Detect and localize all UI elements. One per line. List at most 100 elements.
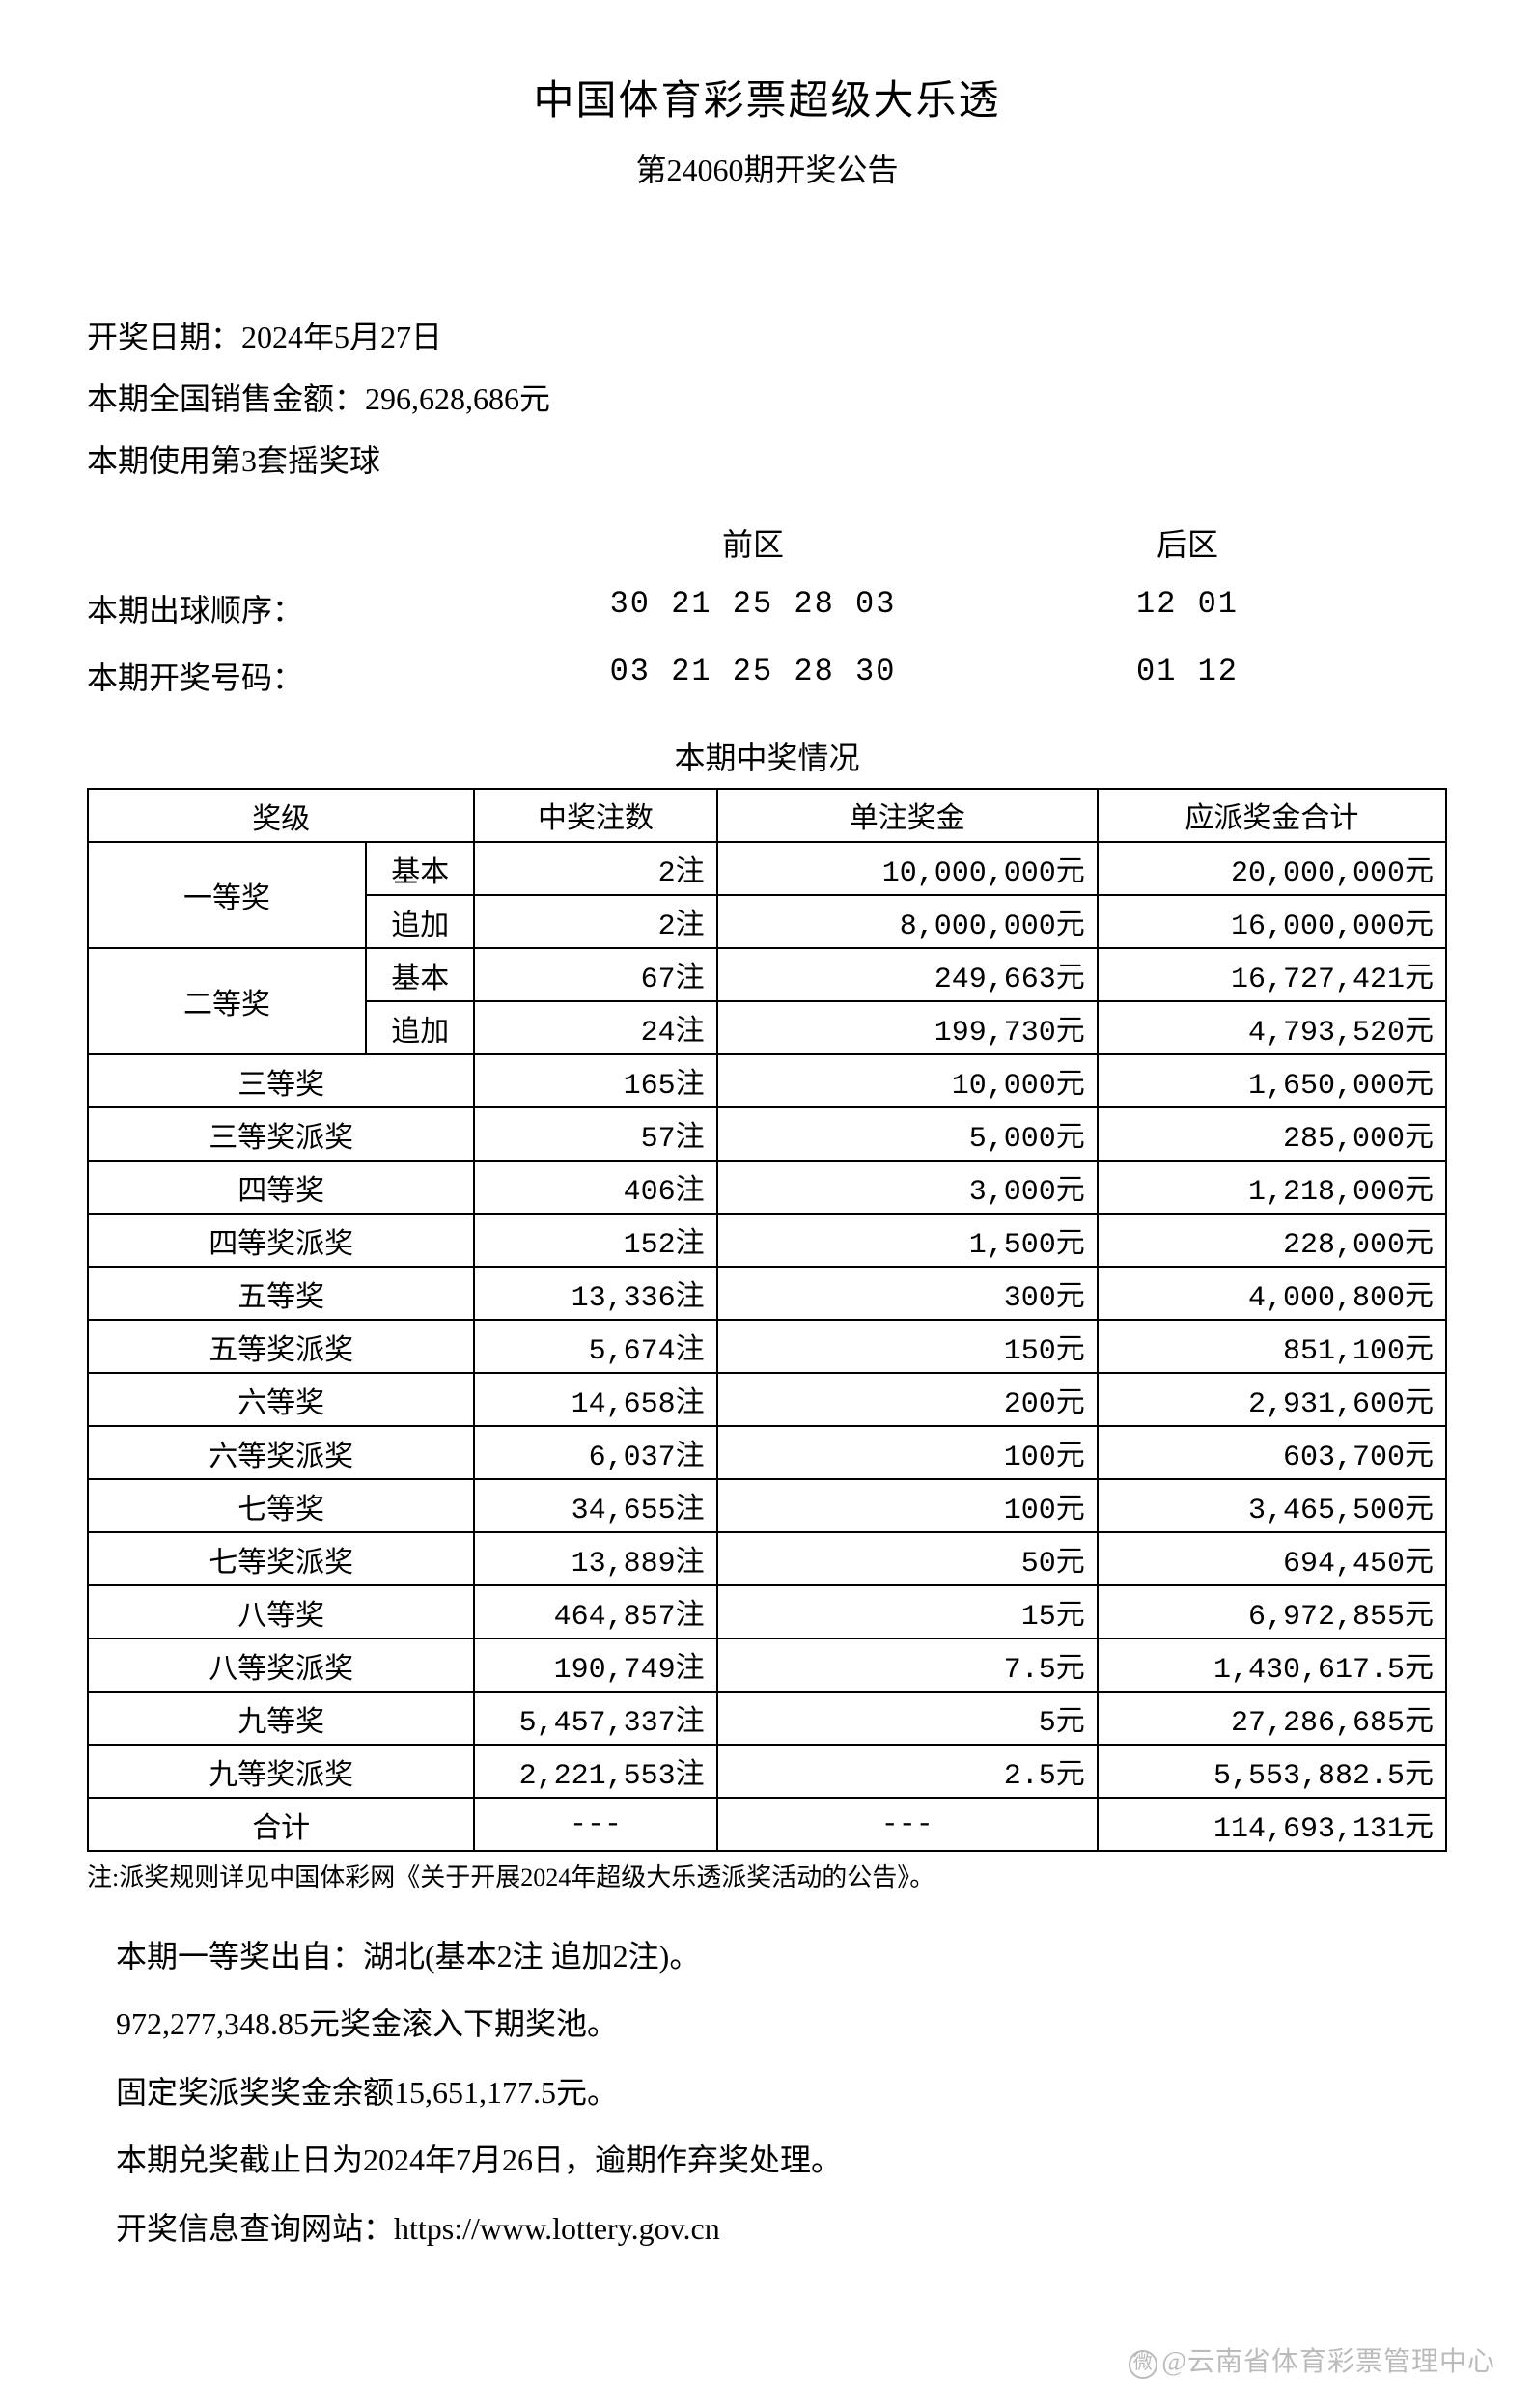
total-cell: 285,000元 — [1098, 1107, 1446, 1161]
level-cell: 七等奖 — [88, 1479, 474, 1532]
table-row: 九等奖5,457,337注5元27,286,685元 — [88, 1692, 1446, 1745]
prize-table: 奖级 中奖注数 单注奖金 应派奖金合计 一等奖 基本 2注 10,000,000… — [87, 788, 1447, 1852]
info-block: 开奖日期：2024年5月27日 本期全国销售金额：296,628,686元 本期… — [87, 306, 1447, 491]
count-cell: 6,037注 — [474, 1426, 716, 1479]
table-row: 四等奖406注3,000元1,218,000元 — [88, 1161, 1446, 1214]
prize-section-title: 本期中奖情况 — [87, 734, 1447, 778]
unit-cell: 3,000元 — [717, 1161, 1098, 1214]
count-cell: 464,857注 — [474, 1585, 716, 1638]
unit-cell: 5元 — [717, 1692, 1098, 1745]
count-cell: 14,658注 — [474, 1373, 716, 1426]
total-cell: 228,000元 — [1098, 1214, 1446, 1267]
footer-line-5: 开奖信息查询网站：https://www.lottery.gov.cn — [116, 2195, 1447, 2262]
level-cell: 三等奖 — [88, 1054, 474, 1107]
unit-cell: 199,730元 — [717, 1001, 1098, 1054]
unit-cell: 15元 — [717, 1585, 1098, 1638]
count-cell: 165注 — [474, 1054, 716, 1107]
count-cell: 67注 — [474, 948, 716, 1001]
level-cell: 三等奖派奖 — [88, 1107, 474, 1161]
numbers-header: 前区 后区 — [87, 511, 1447, 574]
footer-line-3: 固定奖派奖奖金余额15,651,177.5元。 — [116, 2058, 1447, 2126]
total-unit-cell: --- — [717, 1798, 1098, 1851]
count-cell: 406注 — [474, 1161, 716, 1214]
unit-cell: 150元 — [717, 1320, 1098, 1373]
draw-date-value: 2024年5月27日 — [241, 320, 442, 354]
count-cell: 2,221,553注 — [474, 1745, 716, 1798]
footer-line-4: 本期兑奖截止日为2024年7月26日，逾期作弃奖处理。 — [116, 2126, 1447, 2194]
count-cell: 2注 — [474, 842, 716, 895]
table-row: 六等奖派奖6,037注100元603,700元 — [88, 1426, 1446, 1479]
total-cell: 4,793,520元 — [1098, 1001, 1446, 1054]
winning-label: 本期开奖号码： — [87, 654, 502, 698]
back-zone-label: 后区 — [1004, 520, 1371, 565]
table-body: 一等奖 基本 2注 10,000,000元 20,000,000元 追加 2注 … — [88, 842, 1446, 1851]
total-cell: 16,000,000元 — [1098, 895, 1446, 948]
table-row: 七等奖34,655注100元3,465,500元 — [88, 1479, 1446, 1532]
level-cell: 一等奖 — [88, 842, 366, 948]
note-text: 注:派奖规则详见中国体彩网《关于开展2024年超级大乐透派奖活动的公告》。 — [87, 1858, 1447, 1893]
total-cell: 4,000,800元 — [1098, 1267, 1446, 1320]
table-row: 二等奖 基本 67注 249,663元 16,727,421元 — [88, 948, 1446, 1001]
table-row: 八等奖派奖190,749注7.5元1,430,617.5元 — [88, 1638, 1446, 1692]
unit-cell: 2.5元 — [717, 1745, 1098, 1798]
draw-order-label: 本期出球顺序： — [87, 586, 502, 630]
numbers-section: 前区 后区 本期出球顺序： 30 21 25 28 03 12 01 本期开奖号… — [87, 511, 1447, 710]
unit-cell: 100元 — [717, 1426, 1098, 1479]
count-cell: 24注 — [474, 1001, 716, 1054]
total-cell: 1,218,000元 — [1098, 1161, 1446, 1214]
count-cell: 34,655注 — [474, 1479, 716, 1532]
unit-cell: 200元 — [717, 1373, 1098, 1426]
winning-back: 01 12 — [1004, 654, 1371, 698]
page-container: 中国体育彩票超级大乐透 第24060期开奖公告 开奖日期：2024年5月27日 … — [0, 0, 1534, 2408]
table-total-row: 合计 --- --- 114,693,131元 — [88, 1798, 1446, 1851]
level-cell: 九等奖 — [88, 1692, 474, 1745]
level-cell: 八等奖 — [88, 1585, 474, 1638]
unit-cell: 5,000元 — [717, 1107, 1098, 1161]
sub-cell: 追加 — [366, 895, 474, 948]
total-cell: 851,100元 — [1098, 1320, 1446, 1373]
table-row: 一等奖 基本 2注 10,000,000元 20,000,000元 — [88, 842, 1446, 895]
issue-subtitle: 第24060期开奖公告 — [87, 146, 1447, 190]
total-cell: 20,000,000元 — [1098, 842, 1446, 895]
unit-cell: 100元 — [717, 1479, 1098, 1532]
table-row: 五等奖13,336注300元4,000,800元 — [88, 1267, 1446, 1320]
table-row: 七等奖派奖13,889注50元694,450元 — [88, 1532, 1446, 1585]
level-cell: 四等奖派奖 — [88, 1214, 474, 1267]
total-cell: 27,286,685元 — [1098, 1692, 1446, 1745]
watermark: 微@云南省体育彩票管理中心 — [1129, 2340, 1495, 2379]
table-row: 三等奖165注10,000元1,650,000元 — [88, 1054, 1446, 1107]
total-cell: 2,931,600元 — [1098, 1373, 1446, 1426]
count-cell: 2注 — [474, 895, 716, 948]
total-cell: 5,553,882.5元 — [1098, 1745, 1446, 1798]
col-total-header: 应派奖金合计 — [1098, 789, 1446, 842]
spacer — [87, 520, 502, 565]
footer-block: 本期一等奖出自：湖北(基本2注 追加2注)。 972,277,348.85元奖金… — [87, 1922, 1447, 2262]
draw-order-back: 12 01 — [1004, 586, 1371, 630]
count-cell: 13,889注 — [474, 1532, 716, 1585]
count-cell: 5,457,337注 — [474, 1692, 716, 1745]
total-cell: 16,727,421元 — [1098, 948, 1446, 1001]
ballset-line: 本期使用第3套摇奖球 — [87, 430, 1447, 491]
total-cell: 694,450元 — [1098, 1532, 1446, 1585]
main-title: 中国体育彩票超级大乐透 — [87, 68, 1447, 126]
unit-cell: 7.5元 — [717, 1638, 1098, 1692]
table-row: 三等奖派奖57注5,000元285,000元 — [88, 1107, 1446, 1161]
level-cell: 八等奖派奖 — [88, 1638, 474, 1692]
unit-cell: 10,000元 — [717, 1054, 1098, 1107]
draw-date-line: 开奖日期：2024年5月27日 — [87, 306, 1447, 368]
table-row: 六等奖14,658注200元2,931,600元 — [88, 1373, 1446, 1426]
level-cell: 五等奖 — [88, 1267, 474, 1320]
unit-cell: 300元 — [717, 1267, 1098, 1320]
col-unit-header: 单注奖金 — [717, 789, 1098, 842]
sales-line: 本期全国销售金额：296,628,686元 — [87, 368, 1447, 430]
table-row: 四等奖派奖152注1,500元228,000元 — [88, 1214, 1446, 1267]
total-cell: 1,430,617.5元 — [1098, 1638, 1446, 1692]
total-cell: 1,650,000元 — [1098, 1054, 1446, 1107]
unit-cell: 10,000,000元 — [717, 842, 1098, 895]
count-cell: 13,336注 — [474, 1267, 716, 1320]
total-cell: 603,700元 — [1098, 1426, 1446, 1479]
level-cell: 五等奖派奖 — [88, 1320, 474, 1373]
count-cell: 190,749注 — [474, 1638, 716, 1692]
footer-line-2: 972,277,348.85元奖金滚入下期奖池。 — [116, 1990, 1447, 2058]
table-row: 八等奖464,857注15元6,972,855元 — [88, 1585, 1446, 1638]
